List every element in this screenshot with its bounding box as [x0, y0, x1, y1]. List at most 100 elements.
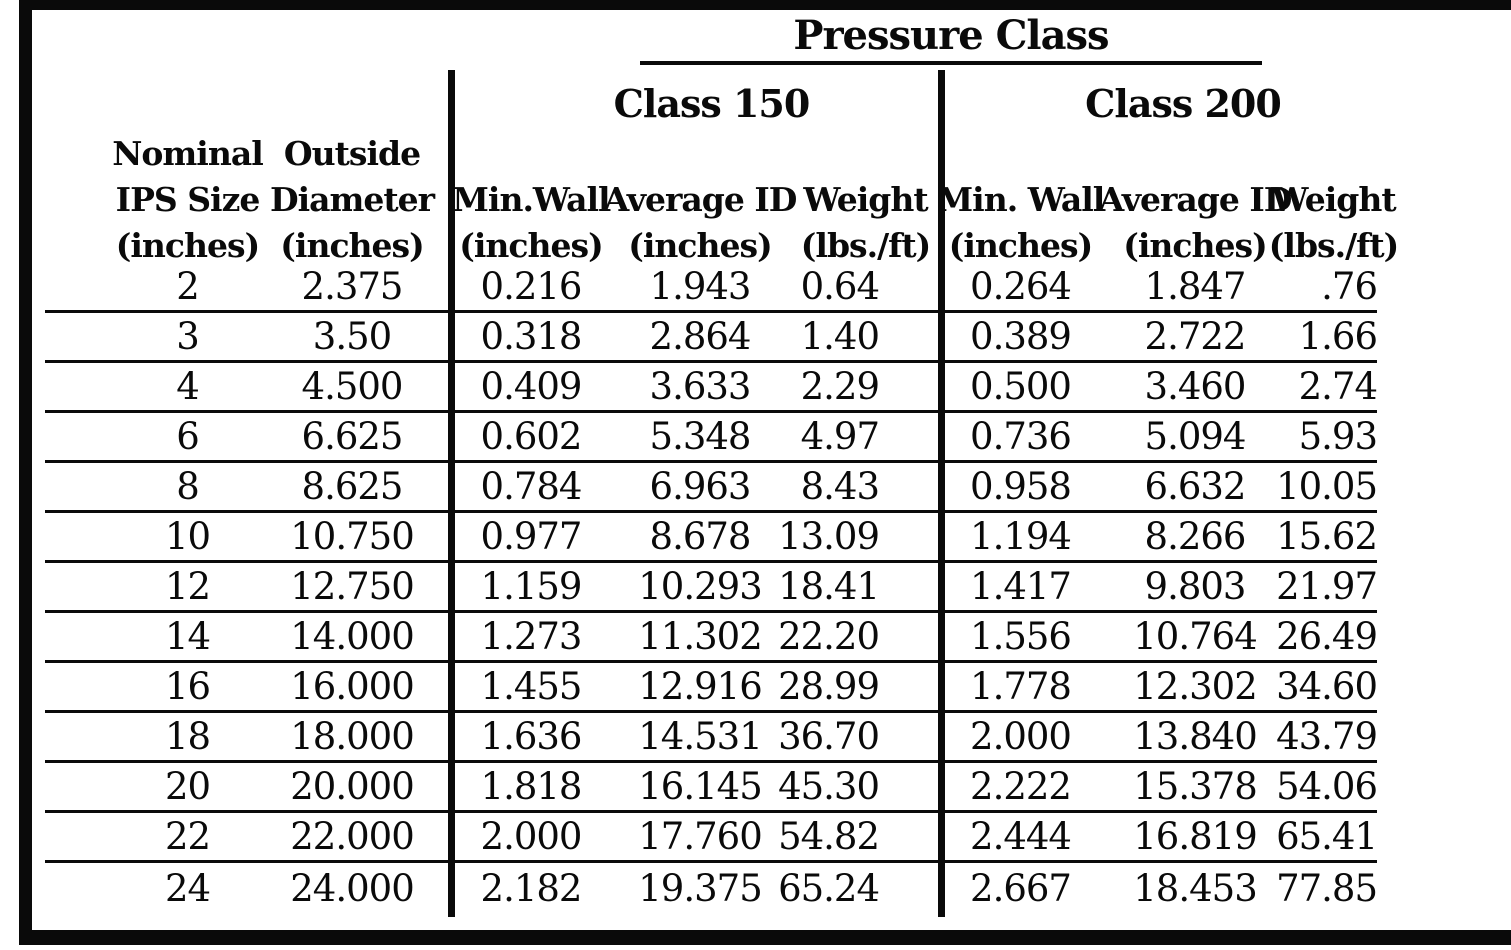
table-cell: 21.97: [1276, 565, 1378, 608]
table-cell: 1.455: [480, 665, 583, 708]
table-border-top: [19, 0, 1511, 10]
table-cell: 10: [164, 515, 211, 558]
table-cell: 77.85: [1276, 866, 1378, 910]
table-cell: 17.760: [638, 815, 762, 858]
table-cell: 8.678: [649, 515, 752, 558]
table-cell: 22.000: [290, 815, 414, 858]
table-cell: 12: [164, 565, 211, 608]
header-class200-average-id: Average ID (inches): [1098, 179, 1293, 265]
table-cell: 8.266: [1144, 515, 1247, 558]
table-cell: .76: [1321, 265, 1378, 308]
table-cell: 3.50: [312, 315, 392, 358]
table-cell: 1.818: [480, 765, 583, 808]
table-row: 8 8.625 0.784 6.963 8.43 0.958 6.632 10.05: [45, 463, 1378, 513]
table-cell: 2.182: [480, 866, 583, 910]
table-cell: 18: [164, 715, 211, 758]
table-row: 14 14.000 1.273 11.302 22.20 1.556 10.764 26.49: [45, 613, 1378, 663]
table-cell: 10.293: [638, 565, 762, 608]
table-cell: 22: [164, 815, 211, 858]
table-cell: 6: [176, 415, 200, 458]
table-cell: 1.273: [480, 615, 583, 658]
table-cell: 11.302: [638, 615, 762, 658]
table-cell: 1.556: [970, 615, 1072, 658]
column-divider-right: [938, 70, 945, 917]
table-cell: 28.99: [778, 665, 880, 708]
header-class150-min-wall: Min.Wall (inches): [452, 179, 610, 265]
table-cell: 1.40: [800, 315, 880, 358]
table-cell: 24.000: [290, 866, 414, 910]
table-cell: 8: [176, 465, 200, 508]
header-outside-diameter: Outside Diameter (inches): [269, 133, 435, 265]
table-cell: 1.417: [970, 565, 1072, 608]
table-cell: 54.82: [778, 815, 880, 858]
table-cell: 0.602: [480, 415, 583, 458]
table-cell: 1.159: [480, 565, 583, 608]
table-cell: 2.722: [1144, 315, 1247, 358]
header-class150-weight: Weight (lbs./ft): [800, 179, 931, 265]
header-class150-average-id: Average ID (inches): [603, 179, 798, 265]
table-cell: 12.302: [1133, 665, 1257, 708]
table-body: 2 2.375 0.216 1.943 0.64 0.264 1.847 .76 3 3.50 0.…: [45, 263, 1378, 913]
table-cell: 18.453: [1133, 866, 1257, 910]
table-cell: 0.977: [480, 515, 583, 558]
table-cell: 54.06: [1276, 765, 1378, 808]
table-cell: 4: [176, 365, 200, 408]
table-cell: 0.409: [480, 365, 583, 408]
column-header-row: Nominal IPS Size (inches) Outside Diamet…: [45, 130, 1399, 268]
table-cell: 2.29: [800, 365, 880, 408]
table-cell: 6.625: [301, 415, 404, 458]
table-border-left: [19, 0, 32, 945]
table-cell: 1.778: [970, 665, 1072, 708]
table-cell: 2.667: [970, 866, 1072, 910]
table-cell: 36.70: [778, 715, 880, 758]
table-cell: 1.636: [480, 715, 583, 758]
table-cell: 15.62: [1276, 515, 1378, 558]
pressure-class-title: Pressure Class: [793, 11, 1109, 59]
table-cell: 43.79: [1276, 715, 1378, 758]
table-cell: 16.000: [290, 665, 414, 708]
header-class200-weight: Weight (lbs./ft): [1268, 179, 1399, 265]
table-cell: 0.318: [480, 315, 583, 358]
table-cell: 14.531: [638, 715, 762, 758]
table-cell: 8.43: [800, 465, 880, 508]
table-row: 24 24.000 2.182 19.375 65.24 2.667 18.453 77.85: [45, 863, 1378, 913]
class-200-header: Class 200: [1085, 80, 1282, 126]
table-cell: 4.97: [800, 415, 880, 458]
table-cell: 65.41: [1276, 815, 1378, 858]
table-row: 22 22.000 2.000 17.760 54.82 2.444 16.819 65.41: [45, 813, 1378, 863]
table-cell: 3: [176, 315, 200, 358]
table-cell: 15.378: [1133, 765, 1257, 808]
table-cell: 2: [176, 265, 200, 308]
table-cell: 26.49: [1276, 615, 1378, 658]
table-cell: 8.625: [301, 465, 404, 508]
table-cell: 3.460: [1144, 365, 1247, 408]
table-cell: 0.784: [480, 465, 583, 508]
table-cell: 10.764: [1133, 615, 1257, 658]
table-cell: 0.264: [970, 265, 1072, 308]
table-row: 3 3.50 0.318 2.864 1.40 0.389 2.722 1.66: [45, 313, 1378, 363]
table-cell: 18.000: [290, 715, 414, 758]
table-cell: 2.000: [970, 715, 1072, 758]
table-cell: 0.500: [970, 365, 1072, 408]
table-cell: 12.750: [290, 565, 414, 608]
table-cell: 24: [164, 866, 211, 910]
table-cell: 4.500: [301, 365, 404, 408]
table-cell: 13.09: [778, 515, 880, 558]
table-cell: 2.74: [1298, 365, 1378, 408]
pressure-class-underline: [640, 61, 1262, 65]
table-cell: 20: [164, 765, 211, 808]
table-cell: 1.66: [1298, 315, 1378, 358]
header-nominal-ips-size: Nominal IPS Size (inches): [112, 133, 264, 265]
table-cell: 2.000: [480, 815, 583, 858]
header-class200-min-wall: Min. Wall (inches): [936, 179, 1106, 265]
table-cell: 34.60: [1276, 665, 1378, 708]
class-150-header: Class 150: [613, 80, 811, 126]
table-cell: 1.194: [970, 515, 1072, 558]
table-cell: 2.444: [970, 815, 1072, 858]
table-cell: 5.348: [649, 415, 752, 458]
table-cell: 12.916: [638, 665, 762, 708]
table-cell: 13.840: [1133, 715, 1257, 758]
table-cell: 14: [164, 615, 211, 658]
table-cell: 10.05: [1276, 465, 1378, 508]
